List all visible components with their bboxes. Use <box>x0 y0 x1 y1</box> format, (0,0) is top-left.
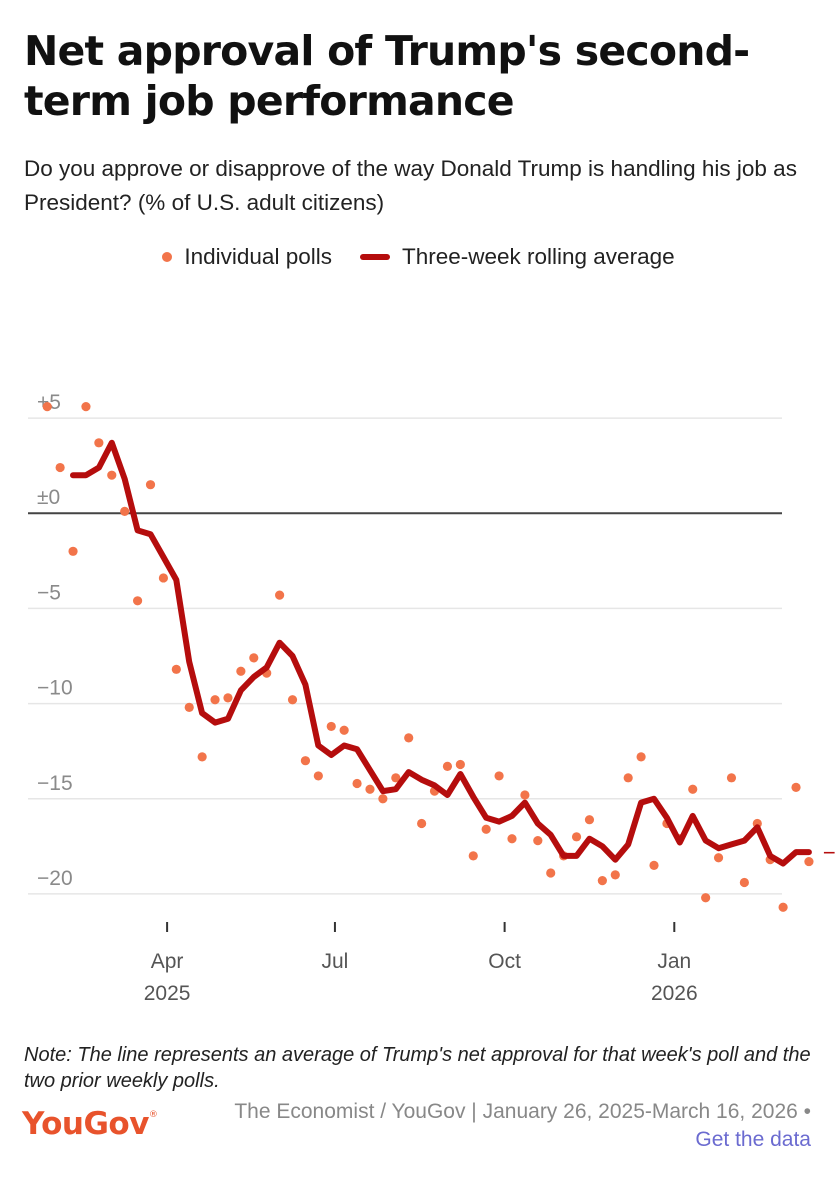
poll-point <box>597 876 607 886</box>
poll-point <box>791 782 801 792</box>
poll-point <box>287 695 298 705</box>
poll-point <box>481 824 491 834</box>
poll-point <box>365 784 375 794</box>
rolling-average <box>70 439 812 867</box>
x-tick-label: Apr <box>151 950 184 973</box>
poll-point <box>313 771 323 781</box>
poll-point <box>623 773 633 783</box>
poll-point <box>55 462 65 473</box>
x-tick-year: 2026 <box>651 982 698 1005</box>
poll-point <box>713 853 724 863</box>
y-tick-label: −15 <box>37 772 73 795</box>
poll-point <box>42 402 52 412</box>
source-line: The Economist / YouGov | January 26, 202… <box>211 1098 811 1154</box>
poll-point <box>171 664 181 674</box>
poll-point <box>520 790 530 800</box>
legend: Individual polls Three-week rolling aver… <box>0 244 837 270</box>
legend-line-swatch <box>359 254 390 260</box>
poll-point <box>184 702 194 712</box>
x-axis-ticks: Apr 2025 Jul Oct Jan 2026 <box>144 922 698 1005</box>
poll-point <box>275 590 285 600</box>
y-axis-ticks: +5±0−5−10−15−20 <box>37 391 73 890</box>
legend-item-polls: Individual polls <box>162 244 332 270</box>
chart-title: Net approval of Trump's second-term job … <box>24 27 750 125</box>
source-text: The Economist / YouGov | January 26, 202… <box>234 1100 811 1123</box>
poll-point <box>197 752 207 762</box>
legend-label-average: Three-week rolling average <box>401 244 675 269</box>
poll-point <box>391 773 401 783</box>
chart-subtitle: Do you approve or disapprove of the way … <box>24 156 797 215</box>
x-tick-year: 2025 <box>144 982 191 1005</box>
footnote: Note: The line represents an average of … <box>24 1044 811 1092</box>
poll-point <box>649 860 659 870</box>
legend-item-average: Three-week rolling average <box>359 244 675 270</box>
poll-point <box>404 733 414 743</box>
poll-point <box>249 653 259 663</box>
poll-point <box>158 573 169 583</box>
poll-point <box>610 870 620 880</box>
end-labels: −18 <box>823 840 837 865</box>
rolling-average-line <box>70 439 812 867</box>
grid-lines <box>28 417 782 895</box>
poll-point <box>132 596 143 606</box>
poll-point <box>494 771 504 781</box>
poll-point <box>223 693 233 703</box>
poll-point <box>378 794 388 804</box>
logo-text: YouGov <box>22 1106 149 1142</box>
poll-point <box>455 759 465 770</box>
poll-point <box>236 666 246 676</box>
poll-points <box>42 402 814 912</box>
poll-point <box>533 836 543 846</box>
poll-point <box>726 773 737 783</box>
yougov-logo: YouGov® <box>22 1106 158 1142</box>
poll-point <box>636 752 646 762</box>
poll-point <box>352 778 362 789</box>
poll-point <box>94 438 104 448</box>
poll-point <box>339 725 349 735</box>
y-tick-label: −5 <box>37 581 61 604</box>
poll-point <box>81 402 91 412</box>
poll-point <box>68 546 78 556</box>
y-tick-label: −20 <box>37 867 73 890</box>
x-tick-label: Jul <box>322 950 349 973</box>
poll-point <box>688 784 698 794</box>
poll-point <box>468 851 478 861</box>
poll-point <box>417 818 427 829</box>
poll-point <box>507 834 517 844</box>
poll-point <box>584 815 595 825</box>
get-the-data-link[interactable]: Get the data <box>695 1128 811 1151</box>
poll-point <box>120 506 130 516</box>
poll-point <box>210 695 220 705</box>
poll-point <box>804 856 814 867</box>
poll-point <box>300 756 311 766</box>
poll-point <box>778 902 788 912</box>
legend-dot-swatch <box>162 252 173 262</box>
poll-point <box>701 893 711 903</box>
poll-point <box>145 480 156 490</box>
end-value-label: −18 <box>823 840 837 865</box>
poll-point <box>739 877 749 888</box>
poll-point <box>107 470 117 480</box>
x-tick-label: Oct <box>488 950 521 973</box>
poll-point <box>571 832 582 842</box>
logo-registered-mark: ® <box>148 1110 158 1120</box>
y-tick-label: ±0 <box>37 486 60 509</box>
poll-point <box>326 721 336 732</box>
x-tick-label: Jan <box>657 950 691 973</box>
legend-label-polls: Individual polls <box>184 244 332 269</box>
poll-point <box>546 868 556 878</box>
y-tick-label: −10 <box>37 677 73 700</box>
poll-point <box>442 761 453 771</box>
